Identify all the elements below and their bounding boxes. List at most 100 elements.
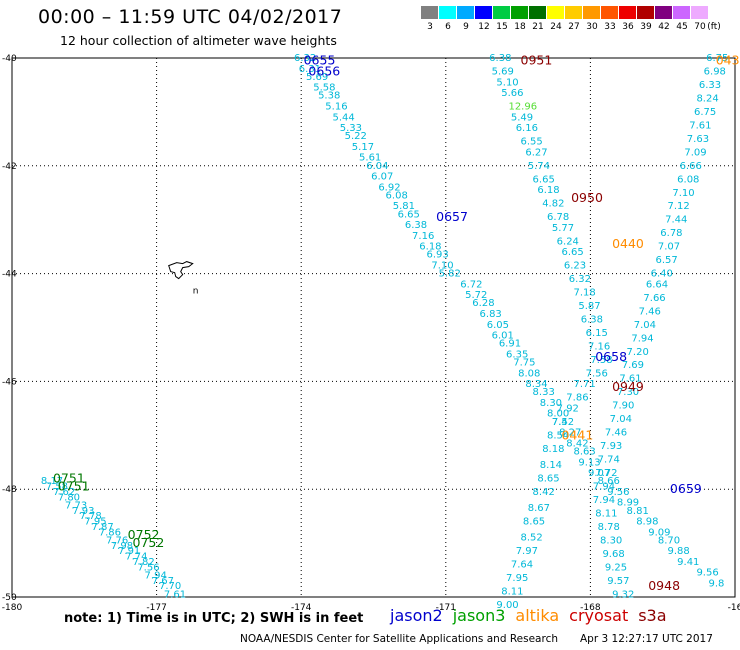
wave-height-value: 7.98 [111, 541, 133, 552]
wave-height-value: 7.61 [619, 374, 641, 385]
pass-time-label: 0950 [571, 190, 603, 205]
longitude-tick-label: -16 [728, 603, 740, 613]
pass-time-label: 0751 [53, 470, 85, 485]
wave-height-value: 7.46 [605, 428, 627, 439]
wave-height-value: 7.61 [689, 120, 711, 131]
pass-time-label: 0752 [133, 535, 165, 550]
wave-height-value: 7.75 [513, 358, 535, 369]
wave-height-value: 7.73 [65, 500, 87, 511]
wave-height-value: 8.30 [600, 535, 622, 546]
wave-height-value: 8.63 [574, 446, 596, 457]
wave-height-value: 4.82 [542, 199, 564, 210]
wave-height-value: 6.38 [405, 220, 427, 231]
wave-height-value: 5.16 [325, 102, 347, 113]
wave-height-value: 5.33 [340, 123, 362, 134]
longitude-tick-label: -177 [146, 603, 166, 613]
wave-height-value: 6.64 [646, 279, 668, 290]
wave-height-value: 8.78 [598, 522, 620, 533]
colorbar-label: 6 [445, 22, 451, 32]
wave-height-value: 9.00 [496, 600, 518, 611]
wave-height-value: 6.24 [557, 236, 579, 247]
wave-height-value: 8.65 [523, 517, 545, 528]
wave-height-value: 6.78 [547, 212, 569, 223]
wave-height-value: 9.8 [708, 579, 724, 590]
credit-text: NOAA/NESDIS Center for Satellite Applica… [240, 633, 558, 645]
latitude-tick-label: -40 [2, 54, 17, 64]
wave-height-value: 8.52 [521, 533, 543, 544]
colorbar-label: 18 [514, 22, 526, 32]
wave-height-value: 6.75 [706, 53, 728, 64]
wave-height-value: 5.10 [496, 77, 518, 88]
colorbar-swatch [601, 6, 619, 19]
legend-item-jason2: jason2 [390, 606, 443, 625]
colorbar-swatch [583, 6, 601, 19]
wave-height-value: 8.98 [636, 517, 658, 528]
wave-height-value: 6.28 [472, 298, 494, 309]
pass-time-label: 0658 [595, 349, 627, 364]
wave-height-value: 9.13 [578, 457, 600, 468]
pass-time-label: 0656 [308, 63, 340, 78]
latitude-tick-label: -44 [2, 270, 17, 280]
pass-time-label: 0751 [58, 479, 90, 494]
wave-height-value: 8.42 [533, 487, 555, 498]
wave-height-value: 6.78 [660, 228, 682, 239]
colorbar-label: 24 [550, 22, 562, 32]
wave-height-value: 8.65 [537, 473, 559, 484]
wave-height-value: 6.08 [386, 190, 408, 201]
wave-height-value: 7.80 [58, 492, 80, 503]
wave-height-value: 12.96 [508, 102, 537, 113]
wave-height-value: 6.65 [561, 247, 583, 258]
colorbar-label: 33 [604, 22, 616, 32]
wave-height-value: 7.90 [612, 401, 634, 412]
pass-time-label: 0949 [612, 379, 644, 394]
wave-height-value: 5.58 [313, 83, 335, 94]
legend-item-altika: altika [515, 606, 560, 625]
colorbar-label: 70 [694, 22, 706, 32]
wave-height-value: 7.63 [687, 134, 709, 145]
wave-height-value: 7.61 [164, 589, 186, 600]
wave-height-value: 5.66 [501, 88, 523, 99]
pass-time-label: 0948 [648, 578, 680, 593]
colorbar-label: 36 [622, 22, 634, 32]
wave-height-value: 5.72 [465, 290, 487, 301]
wave-height-value: 6.83 [480, 309, 502, 320]
wave-height-value: 7.95 [506, 573, 528, 584]
wave-height-value: 8.54 [547, 430, 569, 441]
latitude-tick-label: -46 [2, 377, 17, 387]
wave-height-value: 6.05 [487, 320, 509, 331]
wave-height-value: 6.93 [427, 250, 449, 261]
wave-height-value: 7.94 [145, 570, 167, 581]
wave-height-value: 6.40 [651, 269, 673, 280]
wave-height-value: 9.68 [602, 549, 624, 560]
wave-height-value: 7.91 [118, 546, 140, 557]
pass-time-label: 0752 [128, 527, 160, 542]
wave-height-value: 6.91 [499, 339, 521, 350]
wave-height-value: 6.23 [564, 261, 586, 272]
wave-height-value: 6.32 [569, 274, 591, 285]
wave-height-value: 8.17 [41, 476, 63, 487]
colorbar-label: 30 [586, 22, 598, 32]
wave-height-value: 9.41 [677, 557, 699, 568]
colorbar-label: 12 [478, 22, 490, 32]
wave-height-value: 7.94 [631, 333, 653, 344]
wave-height-value: 5.74 [528, 161, 550, 172]
wave-height-value: 6.08 [677, 174, 699, 185]
wave-height-value: 6.65 [533, 174, 555, 185]
wave-height-value: 5.81 [393, 201, 415, 212]
page-title: 00:00 – 11:59 UTC 04/02/2017 [38, 6, 343, 28]
wave-height-value: 6.04 [366, 161, 388, 172]
wave-height-value: 7.69 [622, 360, 644, 371]
wave-height-value: 8.27 [559, 428, 581, 439]
legend-item-s3a: s3a [638, 606, 667, 625]
wave-height-value: 7.71 [574, 379, 596, 390]
wave-height-value: 7.74 [125, 552, 147, 563]
longitude-tick-label: -174 [291, 603, 312, 613]
wave-height-value: 7.52 [552, 417, 574, 428]
wave-height-value: 8.66 [598, 476, 620, 487]
wave-height-value: 5.17 [352, 142, 374, 153]
longitude-tick-label: -180 [2, 603, 23, 613]
wave-height-value: 6.66 [680, 161, 702, 172]
wave-height-value: 7.92 [557, 403, 579, 414]
wave-height-value: 6.92 [378, 182, 400, 193]
wave-height-value: 6.07 [371, 172, 393, 183]
